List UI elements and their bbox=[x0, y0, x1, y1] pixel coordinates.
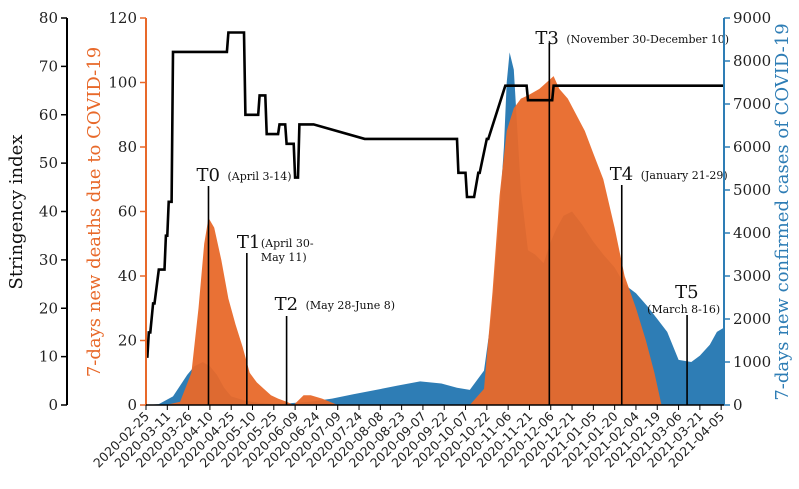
annotation-label: T3 bbox=[535, 28, 558, 49]
stringency-tick-label: 50 bbox=[39, 154, 58, 172]
stringency-tick-label: 10 bbox=[39, 348, 58, 366]
deaths-tick-label: 80 bbox=[118, 138, 137, 156]
deaths-tick-label: 0 bbox=[127, 396, 137, 414]
cases-tick-label: 3000 bbox=[733, 267, 771, 285]
annotation-label: T4 bbox=[610, 164, 633, 185]
annotation-label: T5 bbox=[675, 282, 698, 303]
annotation-detail: (May 28-June 8) bbox=[306, 299, 395, 312]
annotations: T0 (April 3-14) T1 (April 30-May 11) T2 (May … bbox=[196, 28, 729, 405]
series-areas bbox=[146, 52, 724, 406]
deaths-area bbox=[146, 76, 662, 405]
annotation-label: T1 bbox=[237, 232, 260, 253]
annotation-detail: (March 8-16) bbox=[647, 303, 720, 316]
stringency-line bbox=[146, 31, 724, 358]
y-axis-label-cases: 7-days new confirmed cases of COVID-19 bbox=[772, 23, 793, 400]
cases-tick-label: 0 bbox=[733, 396, 743, 414]
deaths-tick-label: 60 bbox=[118, 203, 137, 221]
stringency-tick-label: 20 bbox=[39, 299, 58, 317]
cases-tick-label: 9000 bbox=[733, 9, 771, 27]
annotation-detail: (April 30- bbox=[261, 237, 314, 250]
stringency-tick-label: 60 bbox=[39, 106, 58, 124]
annotation-detail: (April 3-14) bbox=[227, 170, 291, 183]
stringency-tick-label: 0 bbox=[48, 396, 58, 414]
stringency-tick-label: 70 bbox=[39, 57, 58, 75]
stringency-tick-label: 40 bbox=[39, 203, 58, 221]
axes: 0 10 20 30 40 50 60 70 80 0 20 40 60 80 100 120 0 1000 200… bbox=[39, 9, 771, 470]
series-lines bbox=[146, 31, 724, 358]
annotation-detail: May 11) bbox=[261, 251, 307, 264]
annotation-label: T2 bbox=[275, 294, 298, 315]
y-axis-label-stringency: Stringency index bbox=[6, 135, 27, 290]
cases-tick-label: 1000 bbox=[733, 353, 771, 371]
cases-tick-label: 4000 bbox=[733, 224, 771, 242]
annotation-detail: (November 30-December 10) bbox=[566, 33, 729, 46]
y-axis-label-deaths: 7-days new deaths due to COVID-19 bbox=[84, 47, 105, 377]
cases-tick-label: 6000 bbox=[733, 138, 771, 156]
deaths-tick-label: 100 bbox=[108, 74, 137, 92]
annotation-label: T0 bbox=[196, 165, 219, 186]
stringency-tick-label: 30 bbox=[39, 251, 58, 269]
deaths-tick-label: 40 bbox=[118, 267, 137, 285]
deaths-tick-label: 20 bbox=[118, 332, 137, 350]
cases-tick-label: 5000 bbox=[733, 181, 771, 199]
cases-tick-label: 7000 bbox=[733, 95, 771, 113]
cases-tick-label: 2000 bbox=[733, 310, 771, 328]
stringency-tick-label: 80 bbox=[39, 9, 58, 27]
annotation-detail: (January 21-29) bbox=[641, 169, 728, 182]
cases-tick-label: 8000 bbox=[733, 52, 771, 70]
deaths-tick-label: 120 bbox=[108, 9, 137, 27]
